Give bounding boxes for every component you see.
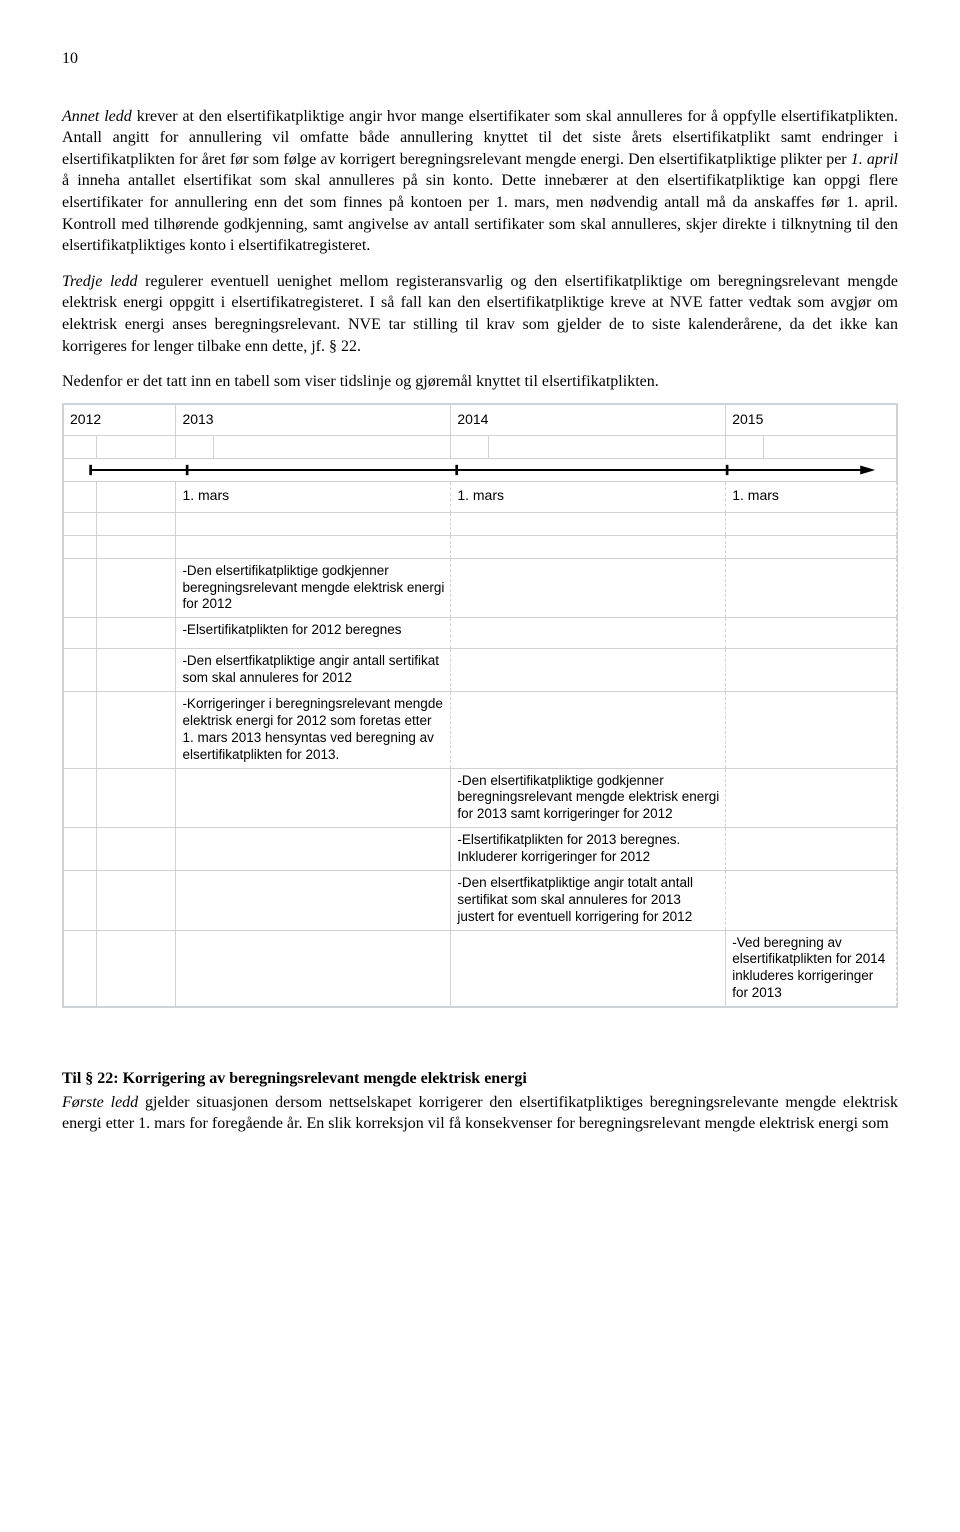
- note-c2-2: -Den elsertfikatpliktige angir totalt an…: [451, 870, 726, 930]
- em-1-april: 1. april: [851, 151, 898, 168]
- note-c2-0: -Den elsertifikatpliktige godkjenner ber…: [451, 768, 726, 828]
- note-row: -Elsertifikatplikten for 2013 beregnes. …: [64, 828, 897, 871]
- note-row: -Den elsertfikatpliktige angir antall se…: [64, 649, 897, 692]
- note-row: -Korrigeringer i beregningsrelevant meng…: [64, 692, 897, 769]
- p2-text: regulerer eventuell uenighet mellom regi…: [62, 273, 898, 355]
- paragraph-forste-ledd: Første ledd gjelder situasjonen dersom n…: [62, 1092, 898, 1135]
- timeline-table: 2012 2013 2014 2015 1. mars 1. mars 1. m…: [63, 404, 897, 1007]
- mars-2015: 1. mars: [726, 481, 897, 512]
- note-c2-1: -Elsertifikatplikten for 2013 beregnes. …: [451, 828, 726, 871]
- em-tredje-ledd: Tredje ledd: [62, 273, 138, 290]
- note-c1-2: -Den elsertfikatpliktige angir antall se…: [176, 649, 451, 692]
- note-row: -Den elsertfikatpliktige angir totalt an…: [64, 870, 897, 930]
- spacer-row: [64, 435, 897, 458]
- spacer-row-3: [64, 535, 897, 558]
- year-2012: 2012: [64, 404, 176, 435]
- note-c1-0: -Den elsertifikatpliktige godkjenner ber…: [176, 558, 451, 618]
- timeline-table-wrap: 2012 2013 2014 2015 1. mars 1. mars 1. m…: [62, 403, 898, 1008]
- paragraph-annet-ledd: Annet ledd krever at den elsertifikatpli…: [62, 106, 898, 257]
- bottom-text: gjelder situasjonen dersom nettselskapet…: [62, 1094, 898, 1133]
- timeline-arrow-icon: [64, 459, 896, 481]
- em-forste-ledd: Første ledd: [62, 1094, 138, 1111]
- em-annet-ledd: Annet ledd: [62, 108, 132, 125]
- note-c1-1: -Elsertifikatplikten for 2012 beregnes: [176, 618, 451, 649]
- timeline-arrow-wrap: [64, 459, 896, 481]
- note-row: -Den elsertifikatpliktige godkjenner ber…: [64, 558, 897, 618]
- year-row: 2012 2013 2014 2015: [64, 404, 897, 435]
- note-c1-3: -Korrigeringer i beregningsrelevant meng…: [176, 692, 451, 769]
- note-row: -Elsertifikatplikten for 2012 beregnes: [64, 618, 897, 649]
- mars-2013: 1. mars: [176, 481, 451, 512]
- paragraph-tredje-ledd: Tredje ledd regulerer eventuell uenighet…: [62, 271, 898, 357]
- paragraph-table-intro: Nedenfor er det tatt inn en tabell som v…: [62, 371, 898, 393]
- p1-text-a: krever at den elsertifikatpliktige angir…: [62, 108, 898, 168]
- year-2014: 2014: [451, 404, 726, 435]
- year-2015: 2015: [726, 404, 897, 435]
- note-row: -Ved beregning av elsertifikatplikten fo…: [64, 930, 897, 1007]
- section-heading-til-22: Til § 22: Korrigering av beregningsrelev…: [62, 1068, 898, 1090]
- year-2013: 2013: [176, 404, 451, 435]
- spacer-row-2: [64, 512, 897, 535]
- mars-row: 1. mars 1. mars 1. mars: [64, 481, 897, 512]
- timeline-arrow-row: [64, 458, 897, 481]
- p1-text-b: å inneha antallet elsertifikat som skal …: [62, 172, 898, 254]
- page-number: 10: [62, 48, 898, 70]
- note-c3-0: -Ved beregning av elsertifikatplikten fo…: [726, 930, 897, 1007]
- mars-2014: 1. mars: [451, 481, 726, 512]
- note-row: -Den elsertifikatpliktige godkjenner ber…: [64, 768, 897, 828]
